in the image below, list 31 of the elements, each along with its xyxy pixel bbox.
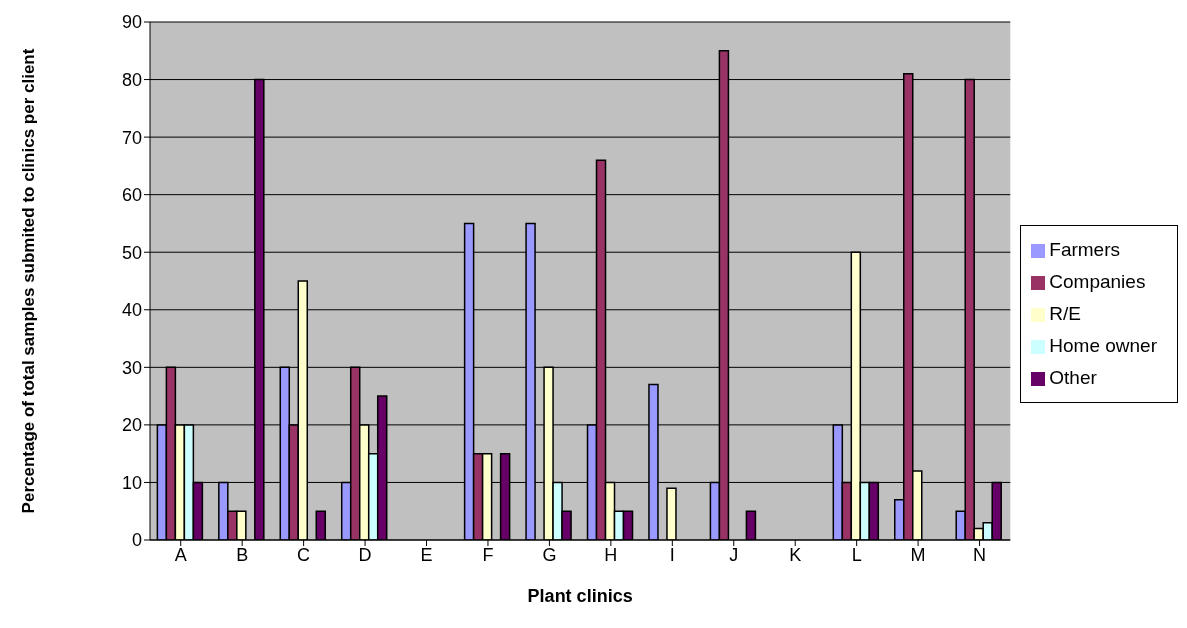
x-tick-label: D — [358, 544, 372, 565]
x-tick-label: J — [729, 544, 739, 565]
x-tick-label: B — [236, 544, 249, 565]
x-tick-label: H — [604, 544, 618, 565]
y-axis-title: Percentage of total samples submited to clinics per client — [19, 48, 39, 514]
y-tick-label: 10 — [121, 472, 142, 493]
y-tick-label: 20 — [121, 415, 142, 436]
y-tick-label: 30 — [121, 357, 142, 378]
legend-label: Other — [1049, 367, 1097, 388]
legend-label: R/E — [1049, 303, 1081, 324]
x-tick-label: L — [851, 544, 862, 565]
y-tick-label: 0 — [131, 530, 142, 551]
x-tick-label: N — [973, 544, 987, 565]
y-tick-label: 60 — [121, 185, 142, 206]
x-tick-label: A — [174, 544, 187, 565]
y-tick-label: 50 — [121, 242, 142, 263]
legend-label: Companies — [1049, 271, 1146, 292]
y-tick-label: 70 — [121, 127, 142, 148]
legend-label: Farmers — [1049, 239, 1121, 260]
x-tick-label: K — [789, 544, 802, 565]
legend-label: Home owner — [1049, 335, 1157, 356]
y-tick-label: 40 — [121, 300, 142, 321]
y-tick-label: 90 — [121, 12, 142, 33]
x-axis-title: Plant clinics — [527, 586, 633, 606]
x-tick-label: M — [910, 544, 926, 565]
x-tick-label: C — [297, 544, 311, 565]
x-tick-label: G — [542, 544, 557, 565]
x-tick-label: I — [669, 544, 675, 565]
y-tick-label: 80 — [121, 69, 142, 90]
x-tick-label: E — [420, 544, 433, 565]
x-tick-label: F — [482, 544, 494, 565]
